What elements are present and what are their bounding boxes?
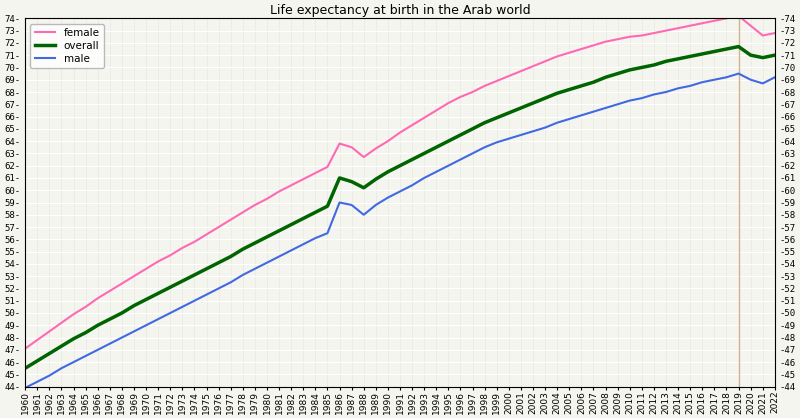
overall: [371, 177, 381, 182]
Legend: female, overall, male: female, overall, male: [30, 23, 104, 68]
male: [226, 280, 235, 285]
female: [250, 202, 260, 207]
female: [226, 217, 235, 222]
overall: [540, 96, 550, 101]
male: [371, 202, 381, 207]
female: [20, 346, 30, 351]
overall: [734, 44, 743, 49]
female: [758, 33, 767, 38]
male: [395, 189, 405, 194]
overall: [250, 240, 260, 245]
male: [250, 266, 260, 271]
male: [20, 385, 30, 390]
overall: [758, 55, 767, 60]
female: [395, 130, 405, 135]
male: [758, 81, 767, 86]
Title: Life expectancy at birth in the Arab world: Life expectancy at birth in the Arab wor…: [270, 4, 530, 17]
overall: [226, 254, 235, 259]
female: [540, 59, 550, 64]
overall: [20, 366, 30, 371]
male: [734, 71, 743, 76]
male: [540, 125, 550, 130]
Line: female: female: [25, 16, 775, 349]
Line: male: male: [25, 74, 775, 388]
female: [770, 31, 780, 36]
Line: overall: overall: [25, 46, 775, 368]
female: [371, 146, 381, 151]
overall: [395, 163, 405, 168]
overall: [770, 53, 780, 58]
female: [734, 13, 743, 18]
male: [770, 75, 780, 80]
